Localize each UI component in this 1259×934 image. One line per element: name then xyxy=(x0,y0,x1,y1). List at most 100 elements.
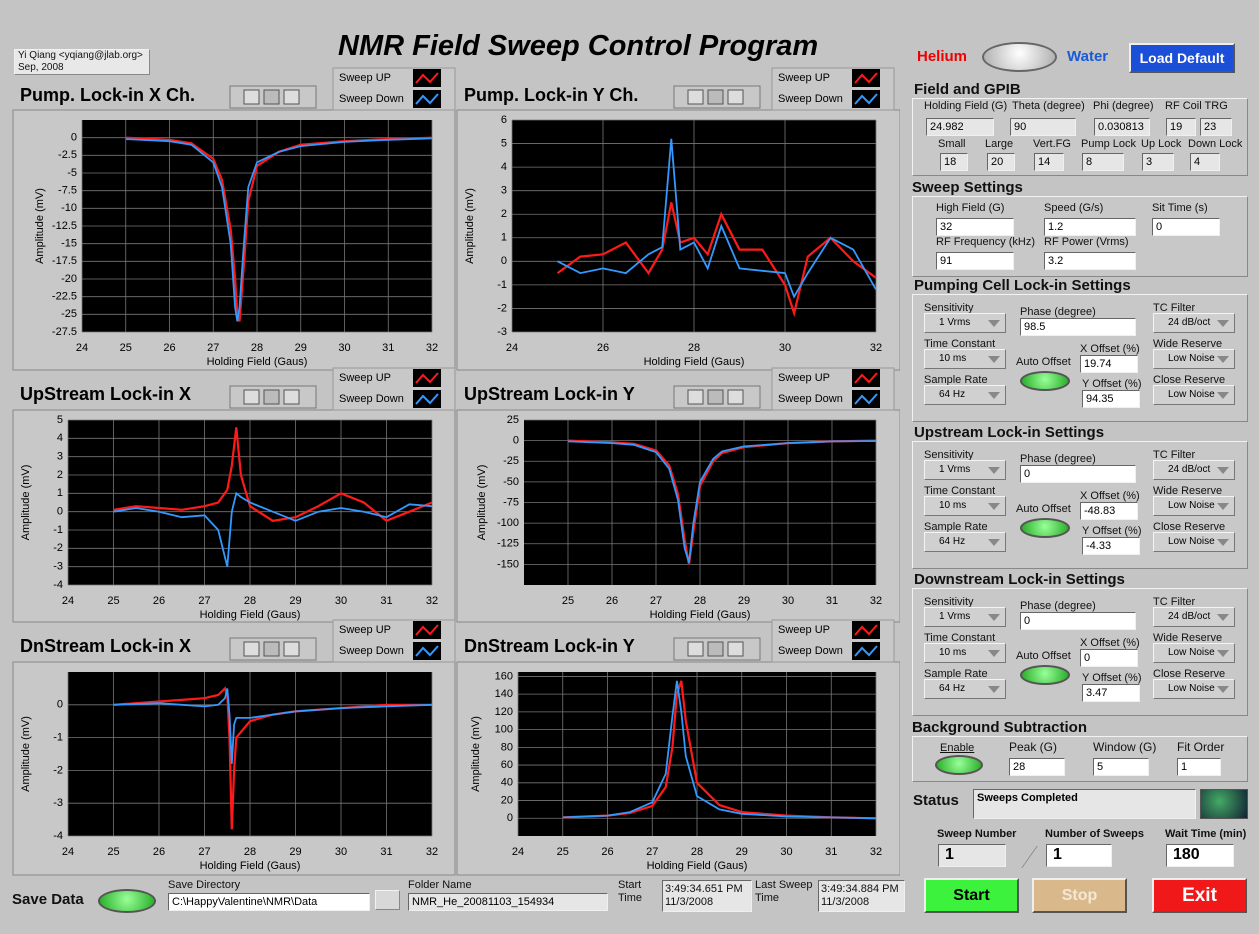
field-input[interactable]: 98.5 xyxy=(1020,318,1136,336)
field-label: Window (G) xyxy=(1093,740,1157,754)
last-time-label: Last Sweep Time xyxy=(755,879,813,904)
field-input[interactable]: 3.47 xyxy=(1082,684,1140,702)
dropdown[interactable]: 1 Vrms xyxy=(924,460,1006,480)
x-tick-label: 28 xyxy=(688,342,700,354)
dropdown[interactable]: 10 ms xyxy=(924,349,1006,369)
toolbar-icon xyxy=(727,389,744,405)
section-title: Background Subtraction xyxy=(912,719,1088,736)
gas-toggle[interactable] xyxy=(982,42,1057,72)
x-tick-label: 24 xyxy=(512,846,524,858)
chart-title: DnStream Lock-in X xyxy=(20,636,191,656)
y-tick-label: 4 xyxy=(501,161,507,173)
dropdown[interactable]: Low Noise xyxy=(1153,532,1235,552)
y-tick-label: -15 xyxy=(61,238,77,250)
y-tick-label: -2 xyxy=(497,302,507,314)
y-axis-label: Amplitude (mV) xyxy=(20,716,32,792)
x-tick-label: 24 xyxy=(62,595,74,607)
enable-toggle[interactable] xyxy=(935,755,983,775)
dropdown[interactable]: Low Noise xyxy=(1153,349,1235,369)
dropdown[interactable]: 10 ms xyxy=(924,643,1006,663)
field-input[interactable]: 94.35 xyxy=(1082,390,1140,408)
status-label: Status xyxy=(913,792,959,809)
toolbar-icon xyxy=(263,641,280,657)
y-tick-label: 120 xyxy=(495,706,513,718)
field-input[interactable]: 28 xyxy=(1009,758,1065,776)
y-tick-label: -17.5 xyxy=(52,255,77,267)
dropdown[interactable]: Low Noise xyxy=(1153,679,1235,699)
dropdown[interactable]: 10 ms xyxy=(924,496,1006,516)
dropdown[interactable]: 64 Hz xyxy=(924,679,1006,699)
dropdown[interactable]: 1 Vrms xyxy=(924,607,1006,627)
y-tick-label: -3 xyxy=(53,561,63,573)
y-tick-label: 1 xyxy=(57,487,63,499)
y-tick-label: 0 xyxy=(71,132,77,144)
field-input[interactable]: 0 xyxy=(1152,218,1220,236)
y-tick-label: 0 xyxy=(57,699,63,711)
field-input[interactable]: 32 xyxy=(936,218,1014,236)
field-label: Pump Lock xyxy=(1081,138,1137,150)
counter-value[interactable]: 180 xyxy=(1166,844,1234,867)
dropdown[interactable]: 24 dB/oct xyxy=(1153,607,1235,627)
field-input[interactable]: 1 xyxy=(1177,758,1221,776)
x-tick-label: 30 xyxy=(780,846,792,858)
status-box: Sweeps Completed xyxy=(973,789,1196,819)
x-tick-label: 31 xyxy=(382,342,394,354)
dropdown[interactable]: Low Noise xyxy=(1153,496,1235,516)
dropdown[interactable]: Low Noise xyxy=(1153,385,1235,405)
field-input[interactable]: 1.2 xyxy=(1044,218,1136,236)
start-button[interactable]: Start xyxy=(924,878,1019,913)
legend-label: Sweep Down xyxy=(339,393,404,405)
x-tick-label: 29 xyxy=(289,846,301,858)
y-tick-label: -25 xyxy=(503,455,519,467)
dropdown[interactable]: 24 dB/oct xyxy=(1153,460,1235,480)
field-input[interactable]: 5 xyxy=(1093,758,1149,776)
field-label: Up Lock xyxy=(1141,138,1182,150)
y-tick-label: -125 xyxy=(497,538,519,550)
toolbar-icon xyxy=(707,389,724,405)
stop-button[interactable]: Stop xyxy=(1032,878,1127,913)
field-label: X Offset (%) xyxy=(1080,637,1140,649)
counter-label: Wait Time (min) xyxy=(1165,828,1247,840)
section-title: Pumping Cell Lock-in Settings xyxy=(914,277,1131,294)
y-tick-label: -3 xyxy=(497,326,507,338)
field-input[interactable]: 0 xyxy=(1080,649,1138,667)
load-default-button[interactable]: Load Default xyxy=(1129,43,1235,73)
auto-offset-button[interactable] xyxy=(1020,665,1070,685)
x-tick-label: 31 xyxy=(380,595,392,607)
exit-button[interactable]: Exit xyxy=(1152,878,1247,913)
field-input[interactable]: 0 xyxy=(1020,612,1136,630)
x-tick-label: 32 xyxy=(870,595,882,607)
field-input[interactable]: 19.74 xyxy=(1080,355,1138,373)
directory-input[interactable]: C:\HappyValentine\NMR\Data xyxy=(168,893,370,911)
x-tick-label: 25 xyxy=(107,595,119,607)
dropdown[interactable]: 1 Vrms xyxy=(924,313,1006,333)
field-input[interactable]: -4.33 xyxy=(1082,537,1140,555)
y-tick-label: 6 xyxy=(501,114,507,126)
field-input[interactable]: 91 xyxy=(936,252,1014,270)
dropdown[interactable]: 24 dB/oct xyxy=(1153,313,1235,333)
dropdown[interactable]: Low Noise xyxy=(1153,643,1235,663)
last-date: 11/3/2008 xyxy=(821,896,870,908)
save-toggle[interactable] xyxy=(98,889,156,913)
dropdown[interactable]: 64 Hz xyxy=(924,385,1006,405)
field-input[interactable]: 3.2 xyxy=(1044,252,1136,270)
x-tick-label: 30 xyxy=(779,342,791,354)
dropdown[interactable]: 64 Hz xyxy=(924,532,1006,552)
x-axis-label: Holding Field (Gaus) xyxy=(207,356,308,368)
field-input[interactable]: -48.83 xyxy=(1080,502,1138,520)
field-label: Close Reserve xyxy=(1153,668,1226,680)
field-input[interactable]: 0 xyxy=(1020,465,1136,483)
counter-value[interactable]: 1 xyxy=(1046,844,1112,867)
x-axis-label: Holding Field (Gaus) xyxy=(644,356,745,368)
field-label: RF Power (Vrms) xyxy=(1044,236,1129,248)
y-tick-label: -5 xyxy=(67,167,77,179)
auto-offset-button[interactable] xyxy=(1020,518,1070,538)
x-tick-label: 32 xyxy=(870,846,882,858)
x-tick-label: 31 xyxy=(826,595,838,607)
legend-swatch xyxy=(854,624,878,636)
legend-swatch xyxy=(854,93,878,105)
auto-offset-button[interactable] xyxy=(1020,371,1070,391)
folder-button[interactable] xyxy=(375,890,400,910)
field-label: Y Offset (%) xyxy=(1082,672,1142,684)
